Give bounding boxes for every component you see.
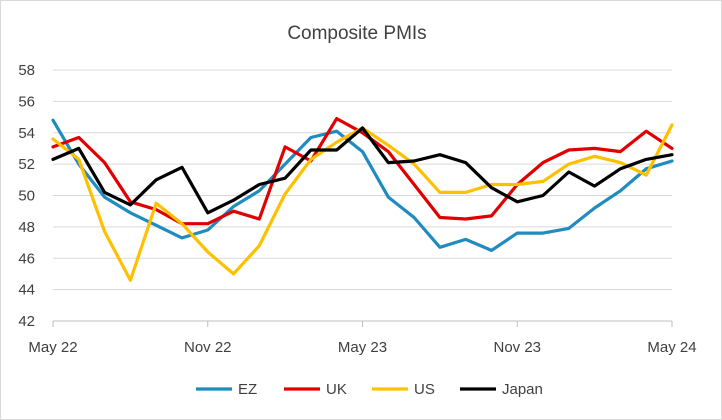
legend-label-japan: Japan: [502, 381, 543, 398]
y-tick-label: 42: [18, 313, 35, 330]
series-lines: [51, 116, 674, 282]
y-tick-label: 54: [18, 125, 35, 142]
y-axis-ticks: 42 44 46 48 50 52 54 56 58: [18, 62, 35, 330]
grid-lines: [53, 69, 672, 322]
x-tick-label: May 24: [647, 339, 696, 356]
legend-label-uk: UK: [326, 381, 347, 398]
x-tick-label: May 22: [28, 339, 77, 356]
x-tick-label: Nov 23: [493, 339, 541, 356]
legend-label-us: US: [414, 381, 435, 398]
y-tick-label: 44: [18, 282, 35, 299]
legend-label-ez: EZ: [238, 381, 257, 398]
series-line-ez: [51, 118, 674, 252]
series-line-japan: [51, 126, 674, 215]
legend: EZ UK US Japan: [196, 381, 543, 398]
y-tick-label: 58: [18, 62, 35, 79]
x-tick-label: May 23: [338, 339, 387, 356]
y-tick-label: 50: [18, 188, 35, 205]
y-tick-label: 56: [18, 93, 35, 110]
y-tick-label: 48: [18, 219, 35, 236]
x-axis: May 22 Nov 22 May 23 Nov 23 May 24: [28, 320, 697, 356]
y-tick-label: 46: [18, 250, 35, 267]
series-line-uk: [51, 116, 674, 226]
chart-title: Composite PMIs: [287, 23, 426, 44]
y-tick-label: 52: [18, 156, 35, 173]
x-tick-label: Nov 22: [184, 339, 232, 356]
